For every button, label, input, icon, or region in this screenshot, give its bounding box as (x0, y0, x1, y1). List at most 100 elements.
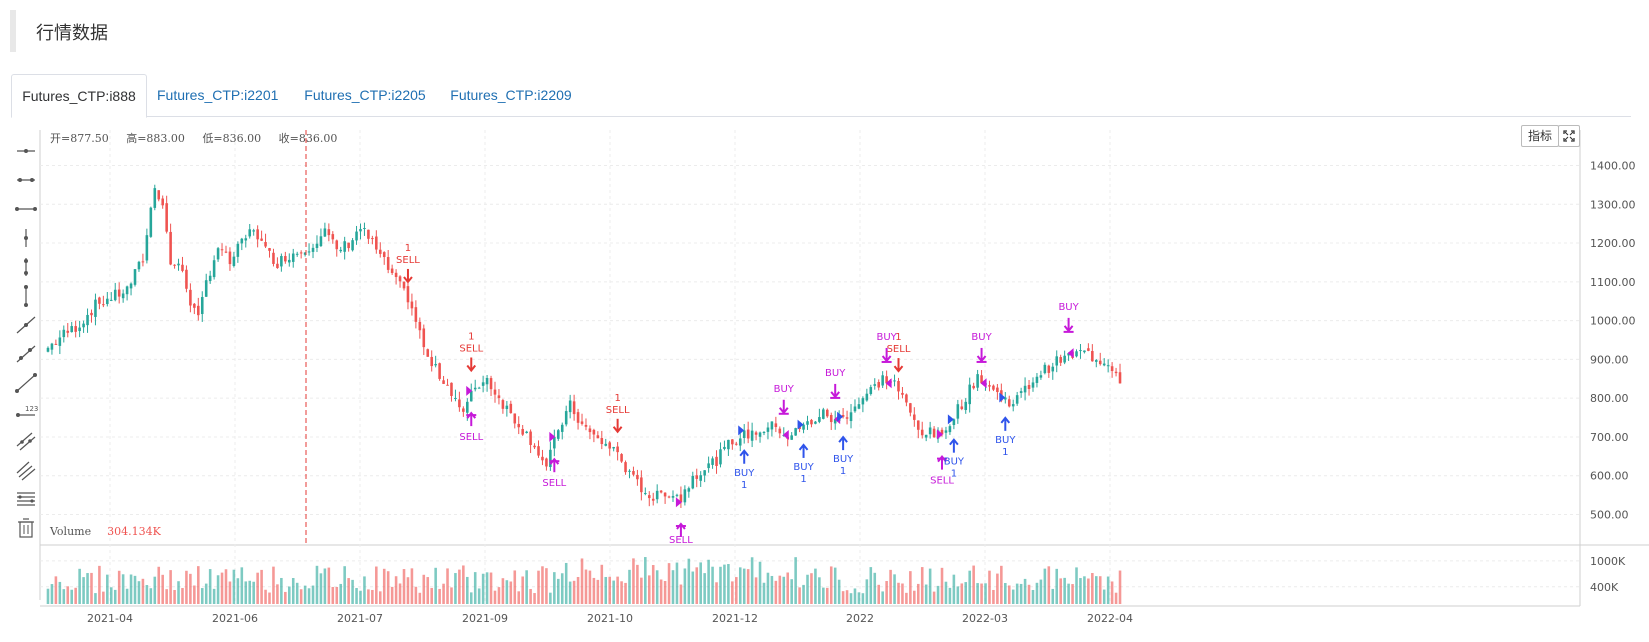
buy-marker (837, 411, 844, 422)
volume-bar (98, 565, 101, 604)
sell-label: SELL (887, 344, 911, 355)
candle-body (86, 314, 89, 326)
horizontal-line-icon[interactable] (10, 138, 42, 164)
volume-bar (889, 569, 892, 604)
volume-bar (78, 568, 81, 604)
candle-body (422, 328, 426, 348)
sell-label: SELL (459, 344, 483, 355)
candle-body (319, 236, 323, 247)
candle-body (244, 238, 248, 241)
candle-body (980, 375, 983, 384)
candle-body (596, 435, 600, 439)
candle-body (806, 421, 809, 425)
volume-bar (513, 570, 517, 604)
sell-arrow-head (466, 364, 477, 373)
time-tick-label: 2021-06 (212, 612, 258, 625)
sell-order-number: 1 (895, 332, 901, 343)
volume-bar (996, 573, 999, 604)
candle-body (216, 248, 220, 260)
candle-body (940, 429, 944, 435)
sell-arrow-head (612, 426, 623, 434)
buy-close-label: BUY (876, 332, 897, 343)
candle-body (50, 343, 54, 350)
trash-icon[interactable] (10, 515, 42, 541)
candle-body (193, 303, 196, 308)
volume-bar (422, 574, 426, 604)
volume-bar (909, 571, 912, 604)
volume-bar (727, 564, 730, 604)
vertical-line-icon[interactable] (10, 225, 42, 251)
candle-body (1055, 356, 1059, 366)
candle-body (1051, 366, 1055, 372)
price-channel-icon[interactable] (10, 486, 42, 512)
candle-body (70, 326, 73, 333)
volume-bar (849, 593, 853, 604)
price-tick-label: 900.00 (1590, 353, 1629, 366)
candle-body (632, 471, 635, 475)
vertical-ray-icon[interactable] (10, 254, 42, 280)
trend-line-icon[interactable] (10, 312, 42, 338)
candle-body (691, 475, 695, 489)
volume-bar (1004, 583, 1007, 604)
volume-bar (525, 570, 528, 604)
ray-line-icon[interactable] (10, 341, 42, 367)
parallel-channel-icon[interactable] (10, 428, 42, 454)
candle-body (1075, 351, 1078, 357)
candle-body (236, 243, 240, 257)
candle-body (1015, 395, 1019, 404)
candle-body (288, 259, 291, 263)
candle-body (493, 389, 497, 395)
volume-bar (600, 564, 604, 604)
volume-bar (857, 592, 861, 604)
candle-body (386, 257, 390, 270)
tab-i2205[interactable]: Futures_CTP:i2205 (304, 87, 426, 103)
volume-bar (988, 570, 991, 604)
volume-bar (916, 583, 920, 604)
volume-bar (806, 574, 809, 604)
horizontal-ray-icon[interactable] (10, 167, 42, 193)
candles (46, 184, 1122, 508)
volume-bar (604, 576, 608, 604)
indicator-button[interactable]: 指标 (1521, 125, 1559, 147)
candle-body (212, 260, 216, 278)
candle-body (430, 356, 433, 367)
candle-body (580, 421, 584, 424)
volume-bar (719, 566, 722, 604)
candle-body (905, 394, 908, 403)
tab-i888[interactable]: Futures_CTP:i888 (11, 74, 147, 118)
candle-body (770, 421, 774, 430)
horizontal-segment-icon[interactable] (10, 196, 42, 222)
volume-bar (248, 580, 252, 604)
vertical-segment-icon[interactable] (10, 283, 42, 309)
ohlc-readout: 开=877.50 高=883.00 低=836.00 收=836.00 (50, 130, 351, 146)
price-line-icon[interactable]: 123 (10, 399, 42, 425)
candle-body (161, 198, 164, 206)
tab-i2201[interactable]: Futures_CTP:i2201 (157, 87, 279, 103)
candle-body (810, 419, 813, 425)
volume-bar (1055, 568, 1059, 604)
tab-i2209[interactable]: Futures_CTP:i2209 (450, 87, 572, 103)
candle-body (703, 470, 706, 476)
volume-bar (66, 586, 70, 604)
candle-body (964, 401, 968, 411)
volume-bar (794, 557, 797, 604)
candlestick-chart[interactable]: 1400.00 1300.00 1200.00 1100.00 1000.00 900.0… (0, 130, 1649, 642)
volume-bar (161, 574, 164, 604)
candle-body (616, 446, 619, 453)
segment-line-icon[interactable] (10, 370, 42, 396)
volume-bar (410, 568, 414, 604)
volume-bar (663, 580, 667, 604)
volume-bar (723, 564, 726, 604)
volume-bar (375, 566, 378, 604)
volume-bar (94, 593, 97, 604)
volume-bar (193, 585, 196, 604)
fibonacci-line-icon[interactable] (10, 457, 42, 483)
candle-body (1011, 404, 1015, 407)
candle-body (545, 458, 548, 467)
candle-body (644, 493, 647, 495)
volume-bar (750, 557, 754, 604)
candle-body (762, 432, 766, 434)
fullscreen-icon[interactable] (1558, 125, 1580, 147)
candle-body (640, 477, 643, 493)
candle-body (473, 387, 477, 390)
